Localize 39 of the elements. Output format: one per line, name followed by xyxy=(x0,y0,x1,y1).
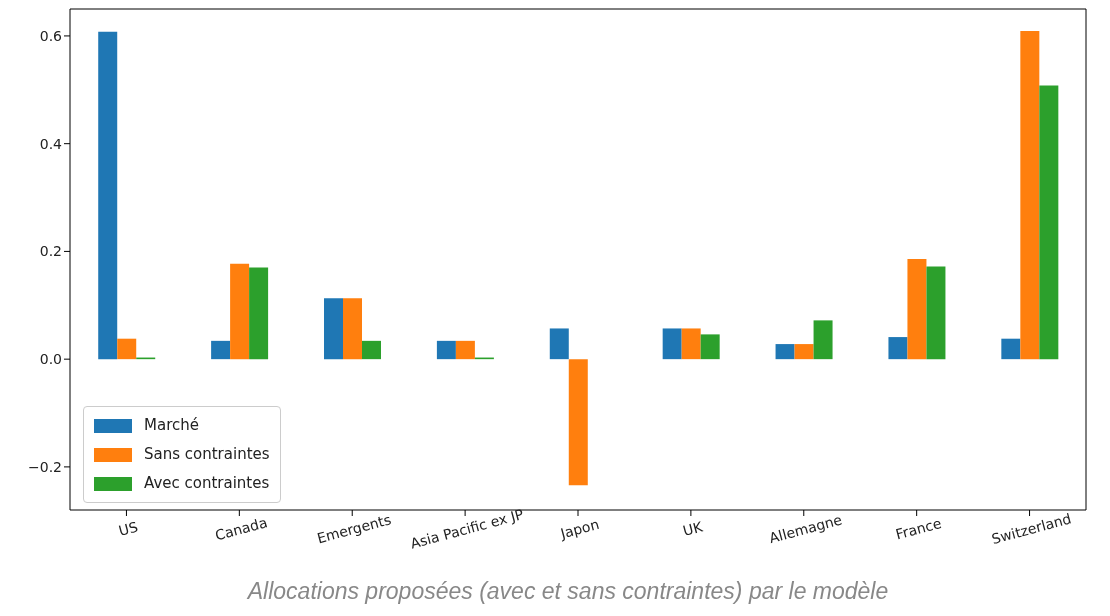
bar xyxy=(549,328,569,360)
x-tick-label: Canada xyxy=(213,514,269,544)
bar xyxy=(324,298,343,360)
x-tick-label: France xyxy=(893,515,944,543)
bar xyxy=(455,340,475,360)
bar xyxy=(362,340,381,360)
bar xyxy=(926,266,946,360)
y-tick-label: 0.2 xyxy=(39,243,62,260)
bar xyxy=(211,340,231,360)
y-tick-label: 0.0 xyxy=(39,351,62,368)
bar xyxy=(230,263,250,360)
y-tick-label: −0.2 xyxy=(28,458,62,475)
bar xyxy=(343,298,362,360)
legend-label: Marché xyxy=(144,415,199,436)
y-tick-label: 0.4 xyxy=(39,135,63,152)
x-tick-label: Japon xyxy=(557,515,601,542)
legend-label: Sans contraintes xyxy=(144,444,270,465)
bar xyxy=(888,337,908,360)
bar xyxy=(813,320,833,360)
bar xyxy=(249,267,269,360)
bar xyxy=(117,338,137,360)
bar xyxy=(1020,31,1040,360)
bar xyxy=(662,328,682,360)
bar xyxy=(681,328,701,360)
bar xyxy=(794,344,814,360)
legend-label: Avec contraintes xyxy=(144,473,270,494)
x-tick-label: Asia Pacific ex JP xyxy=(408,505,526,552)
bar xyxy=(1001,338,1021,360)
y-tick-label: 0.6 xyxy=(39,27,63,44)
bar xyxy=(98,31,118,360)
bar xyxy=(1039,85,1059,360)
x-tick-label: UK xyxy=(681,518,705,539)
bar xyxy=(700,334,720,360)
x-tick-label: US xyxy=(116,518,140,539)
bar xyxy=(775,344,795,360)
text: Allocations proposées (avec et sans contraintes) par le modèle xyxy=(246,578,890,605)
bar xyxy=(568,359,588,486)
bar xyxy=(907,258,927,360)
bar xyxy=(436,340,456,360)
